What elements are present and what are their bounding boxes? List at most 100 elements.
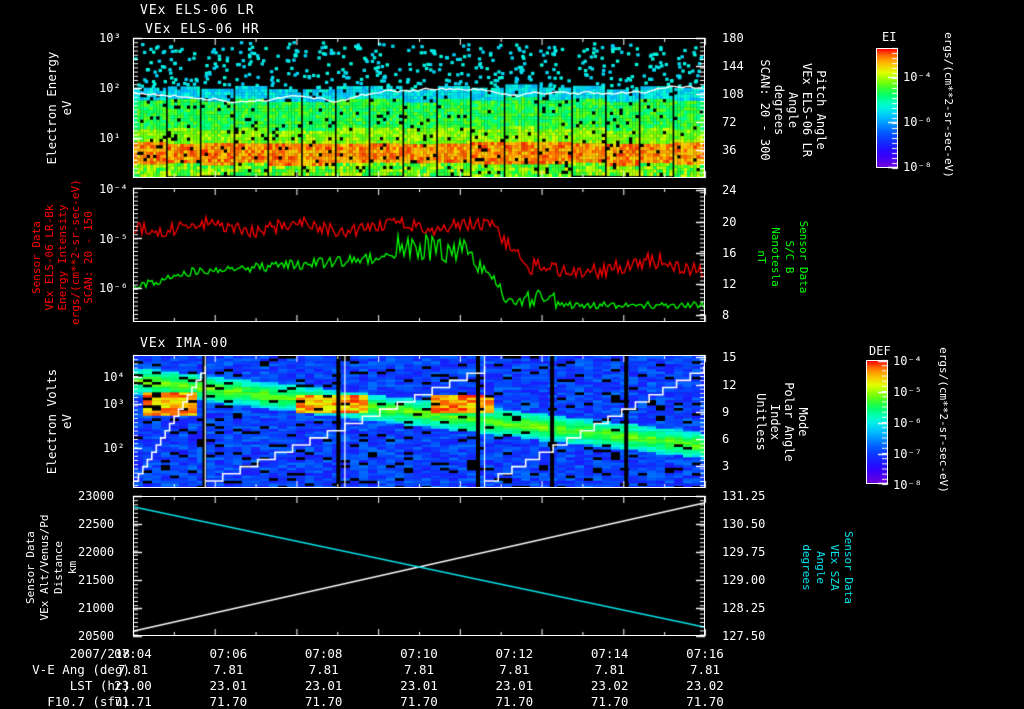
panel1-ytick-0: 10³ xyxy=(99,31,121,45)
panel3-left-axis-label-line1: Electron Volts xyxy=(44,368,59,475)
panel1-right-axis-label: Pitch Angle VEx ELS-06 LR Angle degrees … xyxy=(758,30,840,190)
panel2-y2tick-0: 24 xyxy=(722,183,737,197)
panel2-y2tick-2: 16 xyxy=(722,246,737,260)
panel2-ytick-0: 10⁻⁴ xyxy=(99,182,128,196)
panel3-y2tick-4: 3 xyxy=(722,459,730,473)
footer-cell-3-3: 71.70 xyxy=(400,694,438,709)
colorbar2-tick-1: 10⁻⁵ xyxy=(893,385,922,399)
panel4-left-axis-label-line3: Distance xyxy=(52,541,65,594)
footer-row-label-3: F10.7 (sfu) xyxy=(47,694,130,709)
colorbar2-tick-4: 10⁻⁸ xyxy=(893,478,922,492)
footer-cell-1-5: 7.81 xyxy=(594,662,625,677)
panel4-y2tick-4: 128.25 xyxy=(722,601,766,615)
panel4-ytick-3: 21500 xyxy=(78,573,115,587)
panel2-left-axis-label-line1: Sensor Data xyxy=(30,221,43,294)
panel2-right-axis-label-line1: Sensor Data xyxy=(797,220,810,294)
panel3-right-axis-label: Mode Polar Angle Index Unitless xyxy=(754,357,825,487)
footer-cell-2-5: 23.02 xyxy=(590,678,629,693)
panel1-y2tick-4: 36 xyxy=(722,143,737,157)
panel3-right-axis-label-line2: Polar Angle xyxy=(782,382,796,462)
colorbar2-unit-label: ergs/(cm**2-sr-sec-eV) xyxy=(937,345,960,495)
panel2-ytick-1: 10⁻⁵ xyxy=(99,232,128,246)
panel1-right-axis-label-line2: VEx ELS-06 LR xyxy=(800,63,814,157)
colorbar1-title: EI xyxy=(882,30,897,44)
panel2-ytick-2: 10⁻⁶ xyxy=(99,281,128,295)
panel4-y2tick-1: 130.50 xyxy=(722,517,766,531)
panel2-left-axis-label-line2: VEx ELS-06 LR-Bk xyxy=(43,204,56,311)
footer-cell-1-1: 7.81 xyxy=(213,662,244,677)
footer-cell-1-3: 7.81 xyxy=(403,662,435,677)
panel3-right-axis-label-line1: Mode xyxy=(796,407,810,437)
panel1-ytick-1: 10² xyxy=(99,81,121,95)
panel1-left-axis-label-line2: eV xyxy=(59,100,74,116)
panel4-right-axis-label-line2: VEx SZA xyxy=(828,544,841,591)
panel2-right-axis-label: Sensor Data S/C B Nanotesla nT xyxy=(755,192,825,322)
panel1-right-axis-label-line1: Pitch Angle xyxy=(814,70,828,150)
panel2-right-axis-label-line4: nT xyxy=(755,250,768,264)
panel2-y2tick-4: 8 xyxy=(722,308,730,322)
panel3-y2tick-2: 9 xyxy=(722,405,730,419)
panel4-line-canvas xyxy=(134,497,704,635)
panel3-y2tick-1: 12 xyxy=(722,378,737,392)
panel3-ytick-0: 10⁴ xyxy=(103,370,125,384)
footer-cell-2-4: 23.01 xyxy=(495,678,534,693)
panel2-plot-area xyxy=(133,188,705,322)
panel1-y2tick-2: 108 xyxy=(722,87,744,101)
panel1-y2tick-3: 72 xyxy=(722,115,737,129)
footer-cell-0-5: 07:14 xyxy=(590,646,629,661)
panel2-left-axis-label-line4: ergs/(cm**2-sr-sec-eV) xyxy=(69,179,82,325)
panel3-spectrogram-canvas xyxy=(134,356,704,487)
footer-cell-3-5: 71.70 xyxy=(590,694,629,709)
panel1-spectrogram-canvas xyxy=(134,39,704,177)
panel4-ytick-5: 20500 xyxy=(78,629,115,643)
panel2-left-axis-label: Sensor Data VEx ELS-06 LR-Bk Energy Inte… xyxy=(30,179,100,325)
footer-cell-2-3: 23.01 xyxy=(400,678,438,693)
footer-cell-0-3: 07:10 xyxy=(400,646,438,661)
panel2-right-axis-label-line3: Nanotesla xyxy=(769,227,782,287)
panel2-y2tick-3: 12 xyxy=(722,277,737,291)
panel2-right-axis-label-line2: S/C B xyxy=(783,240,796,274)
panel1-ytick-2: 10¹ xyxy=(99,131,121,145)
colorbar1-tick-2: 10⁻⁸ xyxy=(903,160,932,174)
colorbar1-unit-label: ergs/(cm**2-sr-sec-eV) xyxy=(942,30,965,180)
panel4-right-axis-label-line4: degrees xyxy=(800,544,813,591)
panel4-ytick-2: 22000 xyxy=(78,545,115,559)
footer-row-label-1: V-E Ang (deg) xyxy=(32,662,130,677)
panel3-y2tick-3: 6 xyxy=(722,432,730,446)
panel4-right-axis-label-line1: Sensor Data xyxy=(842,531,855,604)
panel4-y2tick-3: 129.00 xyxy=(722,573,766,587)
panel3-left-axis-label-line2: eV xyxy=(59,413,74,430)
panel3-ytick-1: 10³ xyxy=(103,397,125,411)
panel2-y2tick-1: 20 xyxy=(722,215,737,229)
panel1-right-axis-label-line5: SCAN: 20 - 300 xyxy=(758,59,772,161)
colorbar1-tick-0: 10⁻⁴ xyxy=(903,70,932,84)
panel4-ytick-0: 23000 xyxy=(78,489,115,503)
colorbar2-title: DEF xyxy=(869,344,891,358)
panel4-plot-area xyxy=(133,496,705,636)
panel4-left-axis-label: Sensor Data VEx Alt/Venus/Pd Distance km xyxy=(24,500,84,635)
panel4-y2tick-0: 131.25 xyxy=(722,489,766,503)
colorbar1-unit-text: ergs/(cm**2-sr-sec-eV) xyxy=(942,32,955,178)
footer-row-label-2: LST (hr) xyxy=(69,678,130,693)
panel3-y2tick-0: 15 xyxy=(722,350,737,364)
colorbar1-tick-1: 10⁻⁶ xyxy=(903,115,932,129)
panel4-y2tick-5: 127.50 xyxy=(722,629,766,643)
panel4-left-axis-label-line2: VEx Alt/Venus/Pd xyxy=(38,514,51,621)
footer-cell-3-1: 71.70 xyxy=(209,694,248,709)
panel4-y2tick-2: 129.75 xyxy=(722,545,766,559)
footer-cell-2-6: 23.02 xyxy=(686,678,724,693)
panel4-left-axis-label-line1: Sensor Data xyxy=(24,531,37,604)
panel4-right-axis-label-line3: Angle xyxy=(814,550,827,585)
footer-cell-0-6: 07:16 xyxy=(686,646,724,661)
panel4-right-axis-label: Sensor Data VEx SZA Angle degrees xyxy=(800,500,870,635)
footer-cell-1-4: 7.81 xyxy=(499,662,530,677)
panel2-left-axis-label-line3: Energy Intensity xyxy=(56,204,69,311)
panel3-right-axis-label-line3: Index xyxy=(768,403,782,441)
footer-cell-1-0: 7.81 xyxy=(117,662,149,677)
colorbar2 xyxy=(866,360,888,484)
colorbar2-unit-text: ergs/(cm**2-sr-sec-eV) xyxy=(937,347,950,493)
footer-cell-0-1: 07:06 xyxy=(209,646,248,661)
footer-cell-2-1: 23.01 xyxy=(209,678,248,693)
footer-cell-3-0: 71.71 xyxy=(114,694,152,709)
